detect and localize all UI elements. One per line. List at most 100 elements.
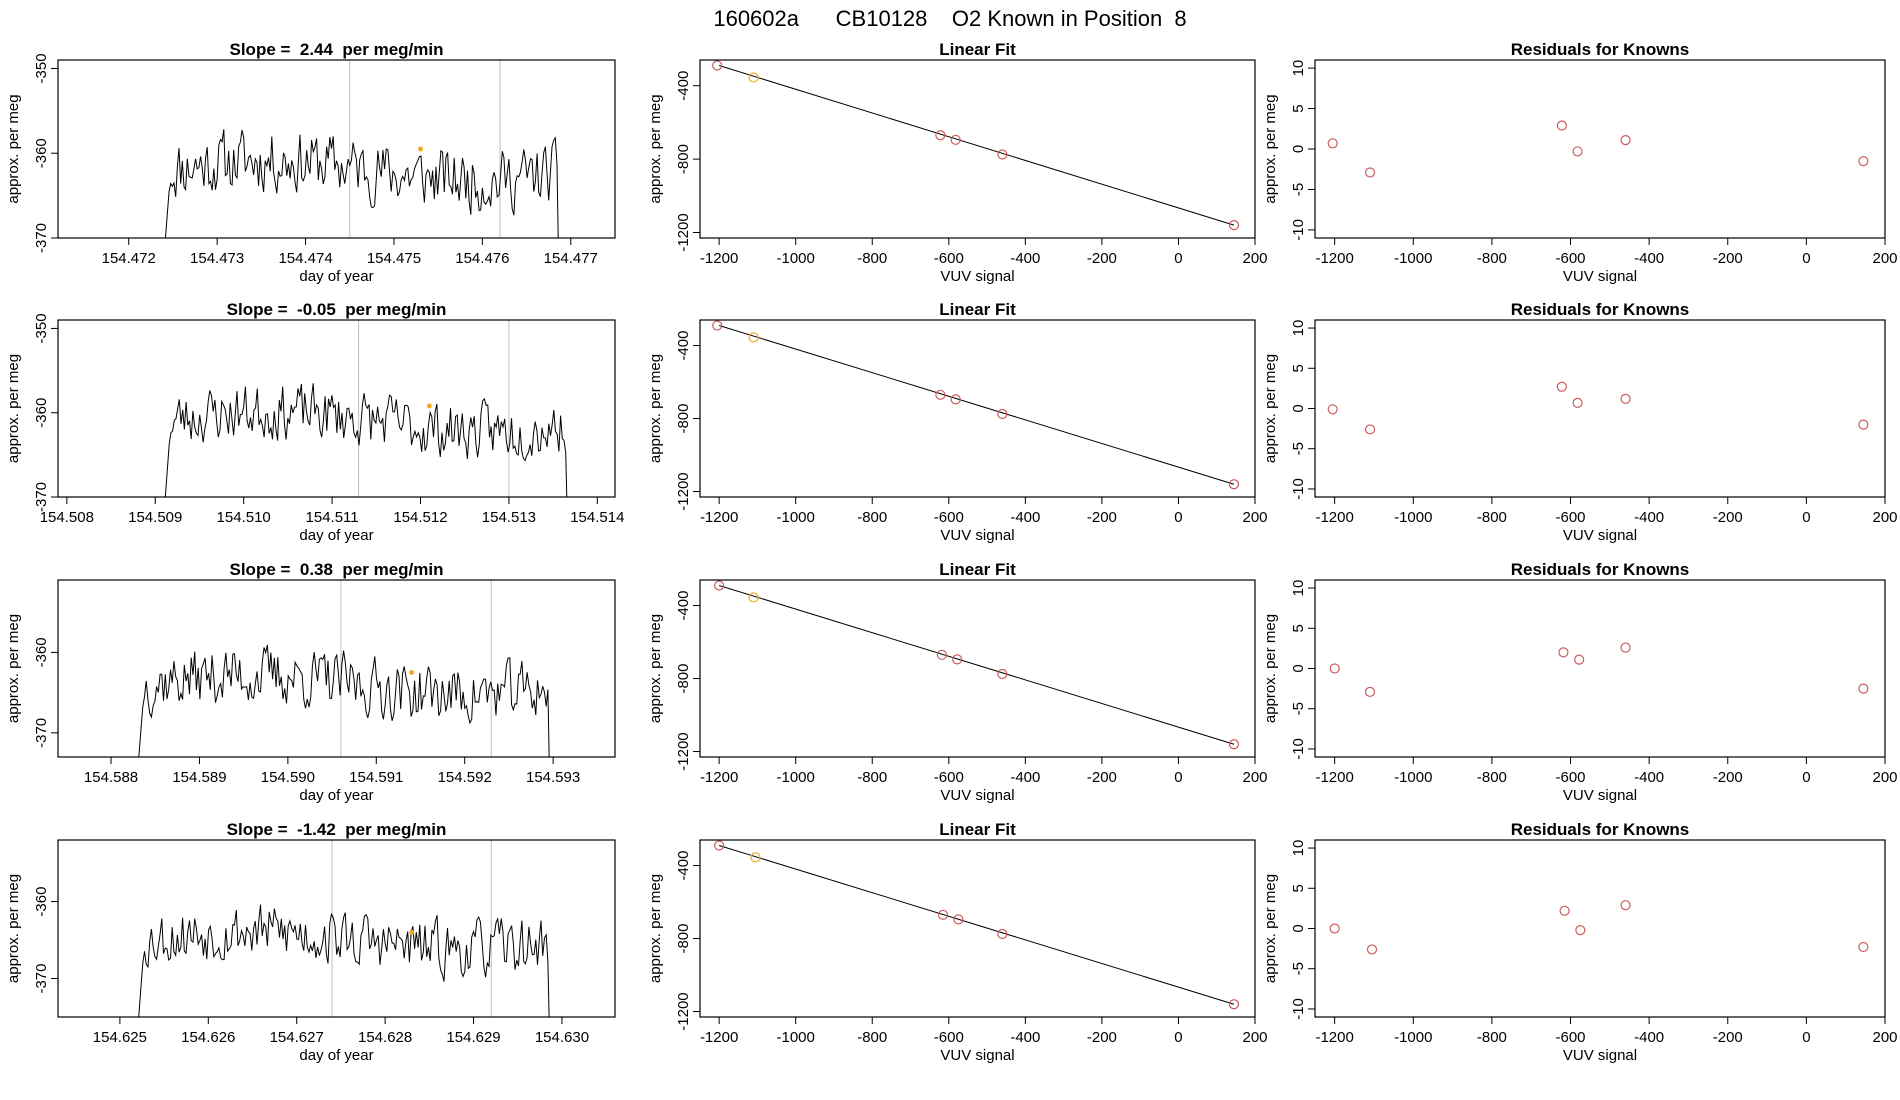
y-axis-label: approx. per meg	[5, 874, 22, 983]
y-tick-label: 0	[1290, 664, 1307, 672]
y-tick-label: -5	[1290, 183, 1307, 196]
data-point	[952, 654, 963, 665]
panel-title: Residuals for Knowns	[1511, 300, 1690, 319]
y-tick-label: -10	[1290, 478, 1307, 500]
y-tick-label: -370	[33, 718, 50, 748]
y-tick-label: -400	[675, 71, 692, 101]
x-tick-label: -400	[1010, 250, 1040, 267]
y-axis-label: approx. per meg	[647, 94, 664, 203]
x-tick-label: 154.589	[172, 769, 226, 786]
x-tick-label: -400	[1010, 1029, 1040, 1046]
y-axis-label: approx. per meg	[647, 354, 664, 463]
data-point	[1572, 146, 1583, 157]
x-axis-label: VUV signal	[1563, 787, 1637, 804]
x-axis-label: VUV signal	[940, 1047, 1014, 1064]
plot-frame	[699, 319, 1256, 498]
data-point	[712, 60, 723, 71]
data-point	[748, 332, 759, 343]
plot-frame	[699, 839, 1256, 1018]
x-tick-label: -1000	[777, 509, 815, 526]
x-tick-label: 154.512	[393, 509, 447, 526]
x-tick-label: -400	[1010, 509, 1040, 526]
x-tick-label: 0	[1174, 1029, 1182, 1046]
fit-line	[718, 844, 1235, 1005]
plot-frame	[57, 319, 616, 498]
x-tick-label: 0	[1174, 250, 1182, 267]
y-axis-label: approx. per meg	[5, 354, 22, 463]
y-tick-label: -400	[675, 591, 692, 621]
y-tick-label: 5	[1290, 624, 1307, 632]
plot-frame	[699, 59, 1256, 239]
plot-frame	[699, 579, 1256, 758]
y-axis-label: approx. per meg	[5, 614, 22, 723]
x-axis-label: VUV signal	[1563, 527, 1637, 544]
data-point	[1620, 135, 1631, 146]
panels: Slope = 2.44 per meg/min 154.472 154.473 15…	[5, 40, 1898, 1064]
plot-area	[712, 60, 1240, 231]
x-tick-label: -200	[1713, 769, 1743, 786]
y-tick-label: -400	[675, 851, 692, 881]
data-point	[935, 130, 946, 141]
x-tick-label: -600	[1556, 1029, 1586, 1046]
y-tick-label: -360	[33, 398, 50, 428]
x-tick-label: -1200	[700, 769, 738, 786]
x-tick-label: 154.514	[570, 509, 624, 526]
data-point	[1364, 686, 1376, 697]
y-tick-label: 10	[1290, 320, 1307, 337]
x-axis-label: day of year	[299, 527, 373, 544]
data-point	[1620, 393, 1631, 404]
panel-4-2: Linear Fit -1200 -1000 -800 -600 -400 -200 0 200…	[647, 820, 1268, 1064]
x-tick-label: -1200	[1315, 509, 1353, 526]
y-axis-label: approx. per meg	[1262, 354, 1279, 463]
data-point	[714, 840, 725, 851]
x-tick-label: -1000	[1394, 1029, 1432, 1046]
fit-line	[718, 65, 1235, 226]
data-point	[1858, 683, 1869, 694]
data-point	[1572, 397, 1583, 408]
panel-2-1: Slope = -0.05 per meg/min 154.508 154.509 1…	[5, 300, 624, 544]
x-tick-label: -200	[1713, 250, 1743, 267]
x-tick-label: 154.510	[217, 509, 271, 526]
x-tick-label: -200	[1087, 1029, 1117, 1046]
x-tick-label: -1000	[777, 769, 815, 786]
data-point	[1574, 654, 1585, 665]
x-tick-label: 200	[1242, 1029, 1267, 1046]
data-point	[1228, 999, 1240, 1010]
x-tick-label: -1000	[1394, 509, 1432, 526]
data-point	[1327, 138, 1338, 149]
data-point	[1559, 905, 1570, 916]
data-point	[1329, 923, 1340, 934]
y-tick-label: -10	[1290, 998, 1307, 1020]
plot-frame	[57, 579, 616, 758]
data-point	[1364, 424, 1376, 435]
y-tick-label: -800	[675, 144, 692, 174]
x-tick-label: 154.630	[535, 1029, 589, 1046]
x-tick-label: -400	[1634, 769, 1664, 786]
x-tick-label: -1000	[1394, 250, 1432, 267]
panel-title: Slope = 2.44 per meg/min	[230, 40, 444, 59]
data-point	[997, 928, 1008, 940]
panel-2-3: Residuals for Knowns-1200 -1000 -800 -600 -4…	[1262, 300, 1898, 544]
y-tick-label: 0	[1290, 404, 1307, 412]
data-point	[1228, 479, 1240, 490]
x-tick-label: -1200	[1315, 1029, 1353, 1046]
panel-title: Slope = -1.42 per meg/min	[227, 820, 447, 839]
y-tick-label: -350	[33, 313, 50, 343]
x-tick-label: -200	[1087, 250, 1117, 267]
data-point	[1556, 381, 1567, 392]
x-tick-label: -800	[857, 509, 887, 526]
highlight-point	[409, 670, 415, 676]
y-tick-label: -360	[33, 138, 50, 168]
x-tick-label: 0	[1802, 509, 1810, 526]
data-point	[1620, 900, 1631, 911]
data-point	[950, 134, 961, 145]
data-point	[1556, 120, 1567, 131]
panel-title: Linear Fit	[939, 820, 1016, 839]
data-point	[937, 909, 949, 920]
data-point	[1575, 925, 1586, 936]
x-tick-label: -800	[1477, 1029, 1507, 1046]
y-tick-label: 10	[1290, 840, 1307, 857]
x-tick-label: 154.509	[128, 509, 182, 526]
y-tick-label: 10	[1290, 580, 1307, 597]
